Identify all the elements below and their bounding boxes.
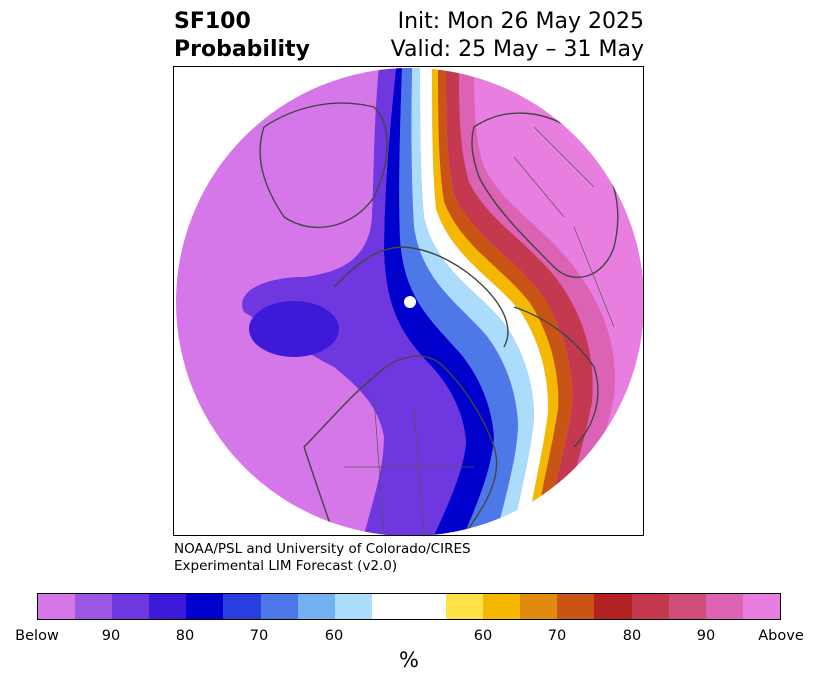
colorbar-tick-label: 60	[324, 628, 344, 644]
colorbar-cell	[75, 594, 113, 619]
colorbar-cell	[149, 594, 187, 619]
colorbar-cell	[742, 594, 780, 619]
coastlines	[259, 102, 619, 535]
title-left: SF100 Probability	[174, 8, 310, 64]
map-frame	[173, 66, 644, 536]
colorbar-cell	[520, 594, 558, 619]
colorbar-tick-label: 90	[101, 628, 121, 644]
colorbar-cell	[38, 594, 76, 619]
colorbar-tick-label: Below	[15, 628, 59, 644]
colorbar-cell	[557, 594, 595, 619]
colorbar-cell	[668, 594, 706, 619]
field-above-90	[459, 68, 615, 535]
colorbar-cell	[446, 594, 484, 619]
colorbar-tick-label: 70	[547, 628, 567, 644]
colorbar-tick-label: Above	[758, 628, 804, 644]
field-above-80	[446, 68, 593, 535]
credits: NOAA/PSL and University of Colorado/CIRE…	[174, 541, 471, 575]
borders	[344, 126, 615, 535]
field-below-90-cell	[249, 301, 339, 357]
field-above-70	[438, 68, 573, 535]
credits-line2: Experimental LIM Forecast (v2.0)	[174, 558, 398, 574]
field-above-high	[474, 68, 643, 535]
field-below-90	[384, 68, 494, 535]
title-right: Init: Mon 26 May 2025 Valid: 25 May – 31…	[391, 8, 644, 64]
colorbar-tick-label: 60	[473, 628, 493, 644]
colorbar-cell	[483, 594, 521, 619]
colorbar-tick-label: 90	[696, 628, 716, 644]
colorbar-cell	[297, 594, 335, 619]
colorbar	[37, 593, 781, 620]
colorbar-cell	[112, 594, 150, 619]
colorbar-tick-label: 80	[175, 628, 195, 644]
colorbar-cell	[631, 594, 669, 619]
colorbar-cell	[594, 594, 632, 619]
field-below-70	[399, 68, 518, 535]
init-date: Init: Mon 26 May 2025	[397, 9, 644, 34]
colorbar-cell	[334, 594, 372, 619]
colorbar-cell	[223, 594, 261, 619]
colorbar-cell	[186, 594, 224, 619]
colorbar-cell	[371, 594, 447, 619]
probability-map	[176, 68, 643, 535]
credits-line1: NOAA/PSL and University of Colorado/CIRE…	[174, 541, 471, 557]
field-below-60	[411, 68, 534, 535]
field-white-band	[420, 68, 549, 535]
colorbar-units: %	[399, 648, 419, 672]
field-below-80-west	[242, 68, 466, 535]
valid-range: Valid: 25 May – 31 May	[390, 37, 644, 62]
colorbar-tick-label: 80	[622, 628, 642, 644]
title-line2-left: Probability	[174, 37, 310, 62]
colorbar-cell	[260, 594, 298, 619]
title-line1-left: SF100	[174, 9, 251, 34]
field-pole-hole	[404, 296, 416, 308]
colorbar-cell	[705, 594, 743, 619]
colorbar-tick-label: 70	[249, 628, 269, 644]
